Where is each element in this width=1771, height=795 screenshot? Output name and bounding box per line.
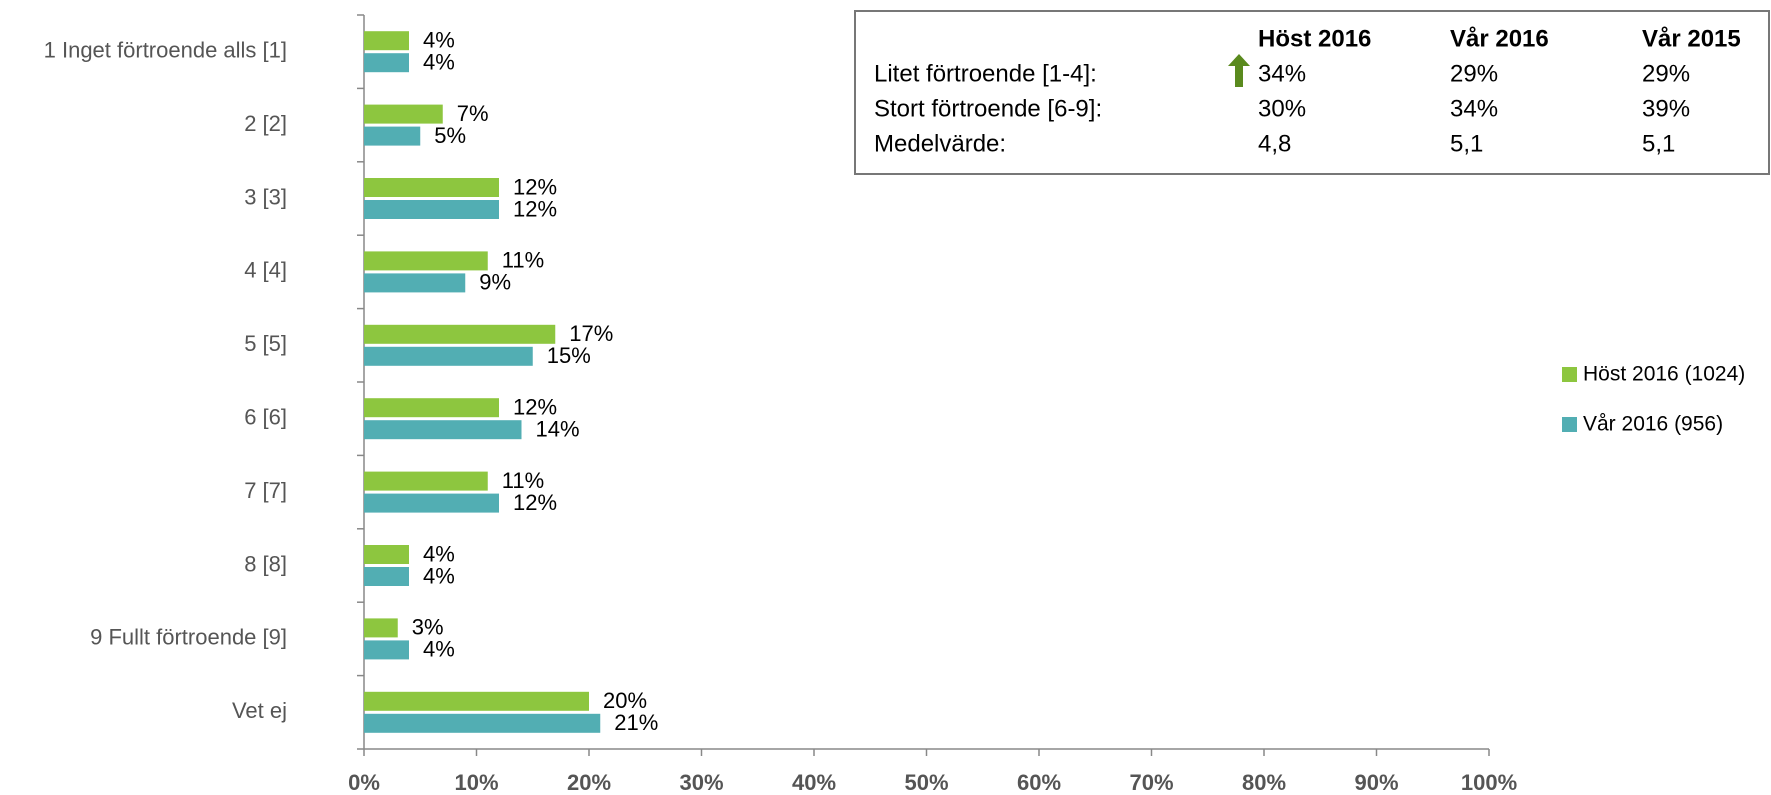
- category-label: 8 [8]: [244, 551, 287, 576]
- value-label: 4%: [423, 541, 455, 566]
- value-label: 3%: [412, 615, 444, 640]
- bar: [364, 104, 443, 124]
- table-cell: 30%: [1258, 95, 1306, 122]
- value-label: 5%: [434, 123, 466, 148]
- value-label: 9%: [479, 270, 511, 295]
- bar: [364, 53, 409, 73]
- x-tick-label: 60%: [1017, 770, 1061, 795]
- category-label: 9 Fullt förtroende [9]: [90, 625, 287, 650]
- table-cell: 5,1: [1450, 130, 1483, 157]
- bar: [364, 567, 409, 586]
- value-label: 4%: [423, 28, 455, 53]
- value-label: 12%: [513, 395, 557, 420]
- table-cell: 5,1: [1642, 130, 1675, 157]
- table-cell: Medelvärde:: [874, 130, 1006, 157]
- summary-box: [854, 10, 1770, 175]
- bar: [364, 200, 499, 219]
- x-tick-label: 20%: [567, 770, 611, 795]
- value-label: 12%: [513, 196, 557, 221]
- bar: [364, 471, 488, 491]
- table-header: Vår 2016: [1450, 25, 1549, 52]
- value-label: 20%: [603, 688, 647, 713]
- value-label: 11%: [502, 468, 544, 493]
- category-label: 1 Inget förtroende alls [1]: [44, 38, 287, 63]
- increase-arrow: [1228, 54, 1250, 87]
- table-header: Vår 2015: [1642, 25, 1741, 52]
- x-tick-label: 100%: [1461, 770, 1517, 795]
- bar: [364, 618, 398, 638]
- bar: [364, 324, 556, 344]
- category-label: 4 [4]: [244, 258, 287, 283]
- value-label: 12%: [513, 174, 557, 199]
- category-label: 5 [5]: [244, 331, 287, 356]
- bar: [364, 640, 409, 660]
- table-cell: 39%: [1642, 95, 1690, 122]
- value-label: 12%: [513, 490, 557, 515]
- value-label: 15%: [547, 343, 591, 368]
- category-label: 6 [6]: [244, 405, 287, 430]
- bar: [364, 31, 409, 51]
- legend-label: Höst 2016 (1024): [1583, 363, 1745, 386]
- value-label: 4%: [423, 50, 455, 75]
- value-label: 14%: [536, 417, 580, 442]
- table-cell: 34%: [1258, 60, 1306, 87]
- value-label: 7%: [457, 101, 489, 126]
- table-header: Höst 2016: [1258, 25, 1371, 52]
- bar: [364, 545, 409, 564]
- category-label: 3 [3]: [244, 184, 287, 209]
- x-tick-label: 80%: [1242, 770, 1286, 795]
- x-tick-label: 0%: [348, 770, 380, 795]
- bar: [364, 273, 466, 293]
- value-label: 4%: [423, 637, 455, 662]
- legend-label: Vår 2016 (956): [1583, 413, 1723, 436]
- legend-swatch: [1562, 417, 1577, 432]
- table-cell: Stort förtroende [6-9]:: [874, 95, 1102, 122]
- x-tick-label: 50%: [904, 770, 948, 795]
- table-cell: 4,8: [1258, 130, 1291, 157]
- value-label: 21%: [614, 710, 658, 735]
- category-label: 7 [7]: [244, 478, 287, 503]
- value-label: 4%: [423, 563, 455, 588]
- value-label: 17%: [569, 321, 613, 346]
- bar: [364, 178, 499, 197]
- x-tick-label: 10%: [454, 770, 498, 795]
- x-tick-label: 70%: [1129, 770, 1173, 795]
- x-tick-label: 90%: [1354, 770, 1398, 795]
- category-label: 2 [2]: [244, 111, 287, 136]
- bar: [364, 398, 499, 418]
- table-cell: 34%: [1450, 95, 1498, 122]
- bar: [364, 420, 522, 440]
- bar: [364, 691, 589, 711]
- x-tick-label: 30%: [679, 770, 723, 795]
- bar: [364, 713, 601, 733]
- table-cell: 29%: [1642, 60, 1690, 87]
- table-cell: 29%: [1450, 60, 1498, 87]
- category-label: Vet ej: [232, 698, 287, 723]
- x-tick-label: 40%: [792, 770, 836, 795]
- legend-swatch: [1562, 367, 1577, 382]
- bar: [364, 126, 421, 146]
- bar: [364, 493, 499, 513]
- bar: [364, 251, 488, 271]
- value-label: 11%: [502, 248, 544, 273]
- bar: [364, 346, 533, 366]
- table-cell: Litet förtroende [1-4]:: [874, 60, 1097, 87]
